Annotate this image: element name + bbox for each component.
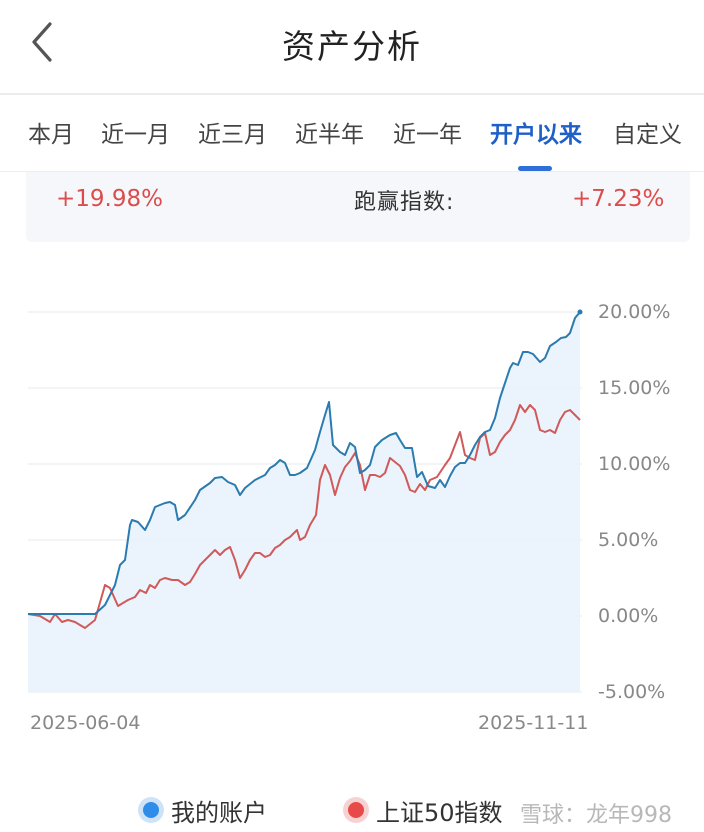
tab-last-year[interactable]: 近一年 — [393, 122, 462, 148]
index-line — [27, 404, 581, 629]
top-bar: 资产分析 — [0, 0, 704, 94]
y-tick-minus-5: -5.00% — [598, 681, 666, 703]
index-legend-dot-icon — [348, 802, 364, 818]
account-line — [28, 311, 581, 615]
back-button[interactable] — [28, 20, 58, 64]
account-legend-dot-icon — [143, 802, 159, 818]
legend-item-index[interactable]: 上证50指数 — [348, 795, 503, 827]
y-tick-0: 0.00% — [598, 605, 659, 627]
tab-last-half-year[interactable]: 近半年 — [295, 122, 364, 148]
account-return-value: +19.98% — [56, 186, 163, 212]
watermark: 雪球：龙年998 — [520, 803, 672, 828]
period-tabs: 本月 近一月 近三月 近半年 近一年 开户以来 自定义 — [0, 95, 704, 172]
y-tick-20: 20.00% — [598, 301, 671, 323]
tab-since-opening[interactable]: 开户以来 — [490, 122, 582, 148]
header-divider — [0, 93, 704, 95]
legend-account-label: 我的账户 — [171, 798, 267, 827]
x-start-date: 2025-06-04 — [30, 712, 141, 734]
y-tick-10: 10.00% — [598, 453, 671, 475]
page-title: 资产分析 — [282, 27, 422, 66]
tab-custom[interactable]: 自定义 — [613, 122, 682, 148]
tab-last-three-months[interactable]: 近三月 — [198, 122, 267, 148]
legend-index-label: 上证50指数 — [376, 798, 503, 827]
beat-index-label: 跑赢指数: — [354, 190, 455, 215]
y-tick-15: 15.00% — [598, 377, 671, 399]
beat-index-value: +7.23% — [572, 186, 665, 212]
tab-last-month[interactable]: 近一月 — [101, 122, 170, 148]
legend-item-account[interactable]: 我的账户 — [143, 795, 267, 827]
active-tab-indicator — [518, 166, 552, 171]
tab-this-month[interactable]: 本月 — [28, 122, 74, 148]
x-end-date: 2025-11-11 — [478, 712, 589, 734]
account-end-marker — [577, 309, 583, 315]
account-area-fill — [28, 312, 580, 692]
chevron-left-icon — [32, 22, 52, 62]
y-tick-5: 5.00% — [598, 529, 659, 551]
return-line-chart[interactable] — [0, 290, 704, 740]
return-summary-card: +19.98% 跑赢指数: +7.23% — [26, 172, 690, 242]
